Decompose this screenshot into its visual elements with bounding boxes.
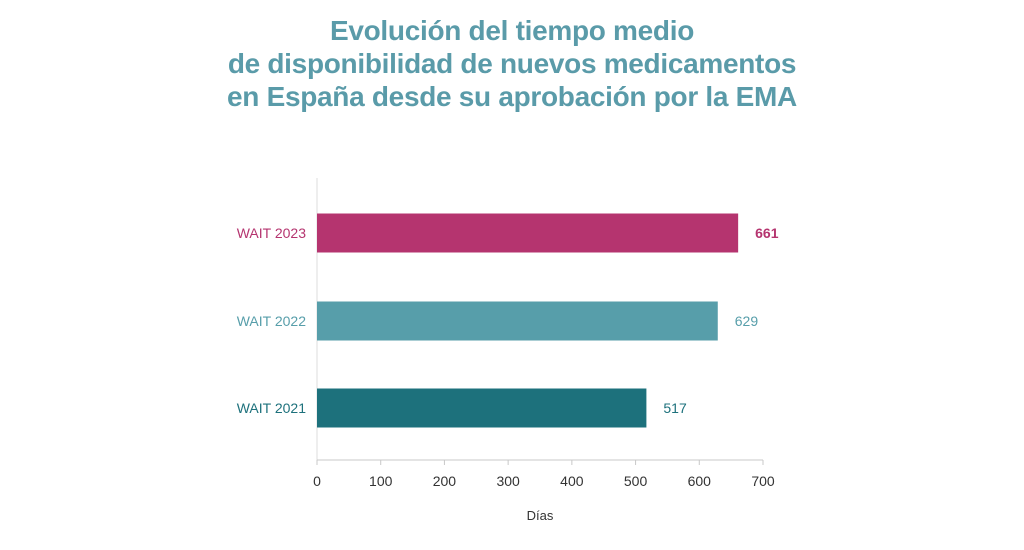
- bar-wait-2022: [317, 301, 718, 341]
- value-label: 629: [735, 313, 759, 329]
- chart-title-line-1: Evolución del tiempo medio: [329, 15, 695, 46]
- chart-title-line-3: en España desde su aprobación por la EMA: [227, 81, 797, 112]
- category-label: WAIT 2022: [237, 313, 306, 329]
- x-axis-label: Días: [527, 508, 554, 523]
- x-tick-label: 600: [688, 473, 712, 489]
- chart-title: Evolución del tiempo medio de disponibil…: [0, 14, 1024, 113]
- x-tick-label: 700: [751, 473, 775, 489]
- x-tick-label: 200: [433, 473, 457, 489]
- category-label: WAIT 2023: [237, 225, 306, 241]
- bar-wait-2023: [317, 213, 739, 253]
- x-tick-label: 100: [369, 473, 393, 489]
- x-tick-label: 500: [624, 473, 648, 489]
- x-tick-label: 0: [313, 473, 321, 489]
- x-tick-label: 400: [560, 473, 584, 489]
- category-label: WAIT 2021: [237, 400, 306, 416]
- value-label: 661: [755, 225, 779, 241]
- value-label: 517: [663, 400, 687, 416]
- chart-title-line-2: de disponibilidad de nuevos medicamentos: [227, 48, 797, 79]
- bar-wait-2021: [317, 388, 647, 428]
- x-tick-label: 300: [496, 473, 520, 489]
